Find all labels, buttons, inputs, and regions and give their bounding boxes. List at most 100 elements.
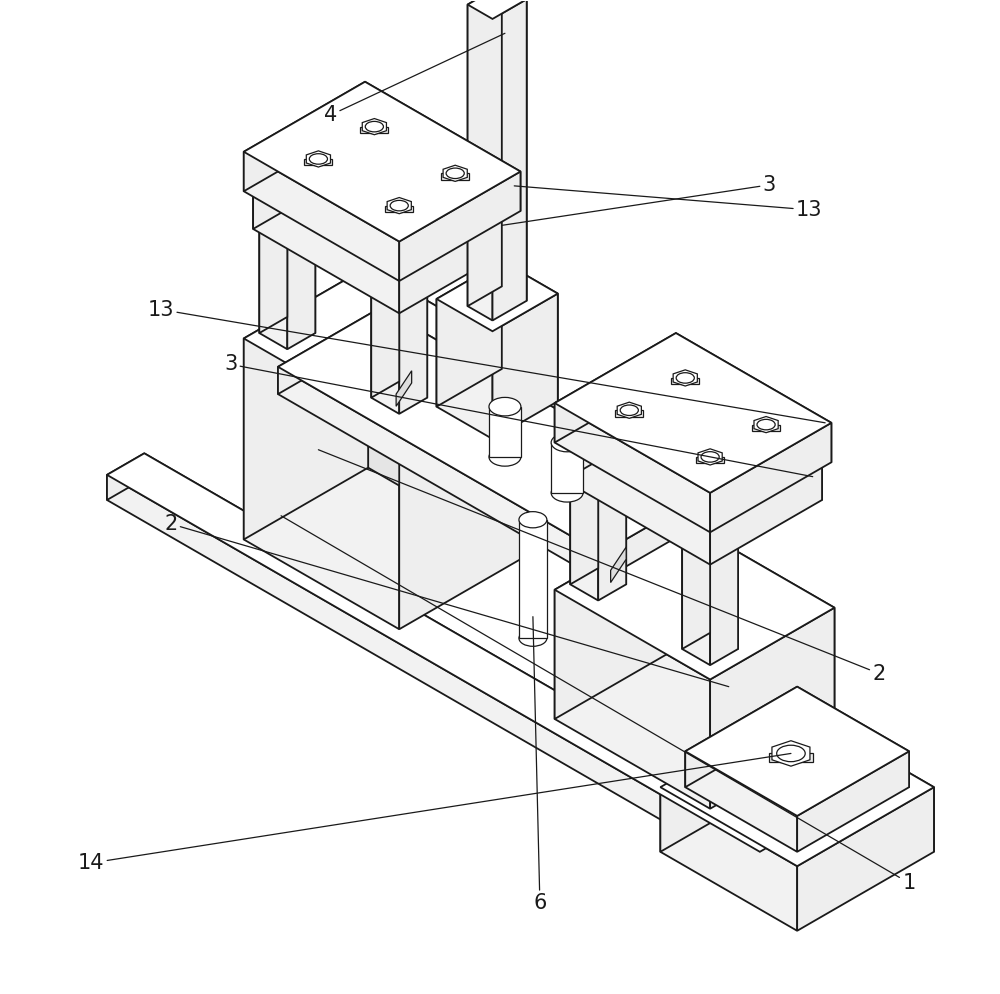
Polygon shape — [772, 741, 810, 766]
Polygon shape — [502, 0, 527, 301]
Polygon shape — [107, 453, 797, 852]
Polygon shape — [368, 266, 524, 558]
Polygon shape — [287, 202, 315, 333]
Polygon shape — [244, 338, 399, 629]
Text: 2: 2 — [164, 514, 729, 687]
Polygon shape — [489, 407, 521, 457]
Polygon shape — [673, 370, 697, 386]
Polygon shape — [259, 218, 287, 349]
Polygon shape — [278, 307, 704, 554]
Polygon shape — [570, 453, 598, 584]
Polygon shape — [797, 687, 909, 787]
Polygon shape — [551, 442, 583, 493]
Ellipse shape — [489, 398, 521, 415]
Polygon shape — [385, 206, 413, 212]
Polygon shape — [492, 0, 527, 320]
Ellipse shape — [390, 201, 408, 211]
Polygon shape — [244, 266, 524, 428]
Polygon shape — [468, 5, 492, 320]
Polygon shape — [710, 607, 834, 809]
Polygon shape — [752, 424, 780, 431]
Polygon shape — [468, 0, 502, 306]
Polygon shape — [259, 202, 287, 333]
Polygon shape — [696, 457, 724, 463]
Polygon shape — [399, 357, 524, 629]
Polygon shape — [797, 787, 934, 930]
Polygon shape — [710, 422, 831, 533]
Polygon shape — [660, 708, 934, 866]
Text: 13: 13 — [148, 299, 825, 422]
Polygon shape — [564, 380, 822, 529]
Polygon shape — [676, 333, 831, 462]
Ellipse shape — [446, 168, 464, 179]
Polygon shape — [371, 283, 399, 414]
Polygon shape — [371, 266, 399, 398]
Polygon shape — [564, 380, 676, 480]
Polygon shape — [601, 494, 704, 580]
Polygon shape — [304, 159, 332, 165]
Polygon shape — [287, 218, 315, 349]
Polygon shape — [710, 534, 738, 665]
Polygon shape — [570, 469, 598, 600]
Polygon shape — [360, 126, 388, 133]
Polygon shape — [381, 307, 704, 522]
Polygon shape — [437, 299, 492, 439]
Polygon shape — [259, 202, 315, 235]
Polygon shape — [671, 378, 699, 385]
Polygon shape — [502, 261, 558, 402]
Polygon shape — [437, 261, 558, 331]
Polygon shape — [769, 753, 813, 762]
Polygon shape — [598, 453, 626, 584]
Ellipse shape — [676, 373, 694, 383]
Polygon shape — [468, 0, 527, 19]
Polygon shape — [399, 213, 511, 313]
Polygon shape — [679, 518, 834, 737]
Ellipse shape — [519, 630, 547, 646]
Polygon shape — [244, 152, 399, 281]
Ellipse shape — [620, 405, 638, 415]
Text: 13: 13 — [514, 186, 822, 220]
Polygon shape — [437, 261, 502, 407]
Polygon shape — [685, 687, 797, 787]
Text: 14: 14 — [78, 753, 791, 873]
Polygon shape — [244, 82, 520, 242]
Text: 4: 4 — [324, 34, 505, 125]
Polygon shape — [365, 82, 520, 211]
Text: 2: 2 — [318, 449, 886, 684]
Ellipse shape — [701, 451, 719, 462]
Polygon shape — [555, 518, 834, 680]
Polygon shape — [492, 293, 558, 439]
Polygon shape — [760, 830, 797, 877]
Text: 6: 6 — [533, 616, 547, 912]
Polygon shape — [797, 708, 934, 852]
Polygon shape — [682, 534, 710, 665]
Polygon shape — [253, 128, 511, 277]
Polygon shape — [754, 416, 778, 432]
Polygon shape — [710, 464, 822, 565]
Polygon shape — [555, 333, 831, 493]
Polygon shape — [396, 371, 412, 407]
Polygon shape — [611, 547, 626, 582]
Polygon shape — [570, 453, 626, 486]
Polygon shape — [107, 453, 144, 500]
Ellipse shape — [489, 447, 521, 466]
Polygon shape — [710, 518, 738, 649]
Text: 1: 1 — [281, 516, 915, 893]
Polygon shape — [519, 520, 547, 638]
Polygon shape — [797, 751, 909, 852]
Polygon shape — [387, 198, 411, 214]
Polygon shape — [244, 266, 368, 540]
Text: 3: 3 — [224, 355, 813, 477]
Ellipse shape — [777, 746, 805, 761]
Polygon shape — [555, 589, 710, 809]
Polygon shape — [564, 444, 710, 565]
Polygon shape — [698, 449, 722, 465]
Polygon shape — [365, 128, 511, 248]
Polygon shape — [660, 708, 797, 852]
Polygon shape — [362, 118, 386, 135]
Polygon shape — [244, 82, 365, 191]
Polygon shape — [555, 403, 710, 533]
Polygon shape — [682, 518, 710, 649]
Ellipse shape — [757, 419, 775, 429]
Polygon shape — [685, 751, 797, 852]
